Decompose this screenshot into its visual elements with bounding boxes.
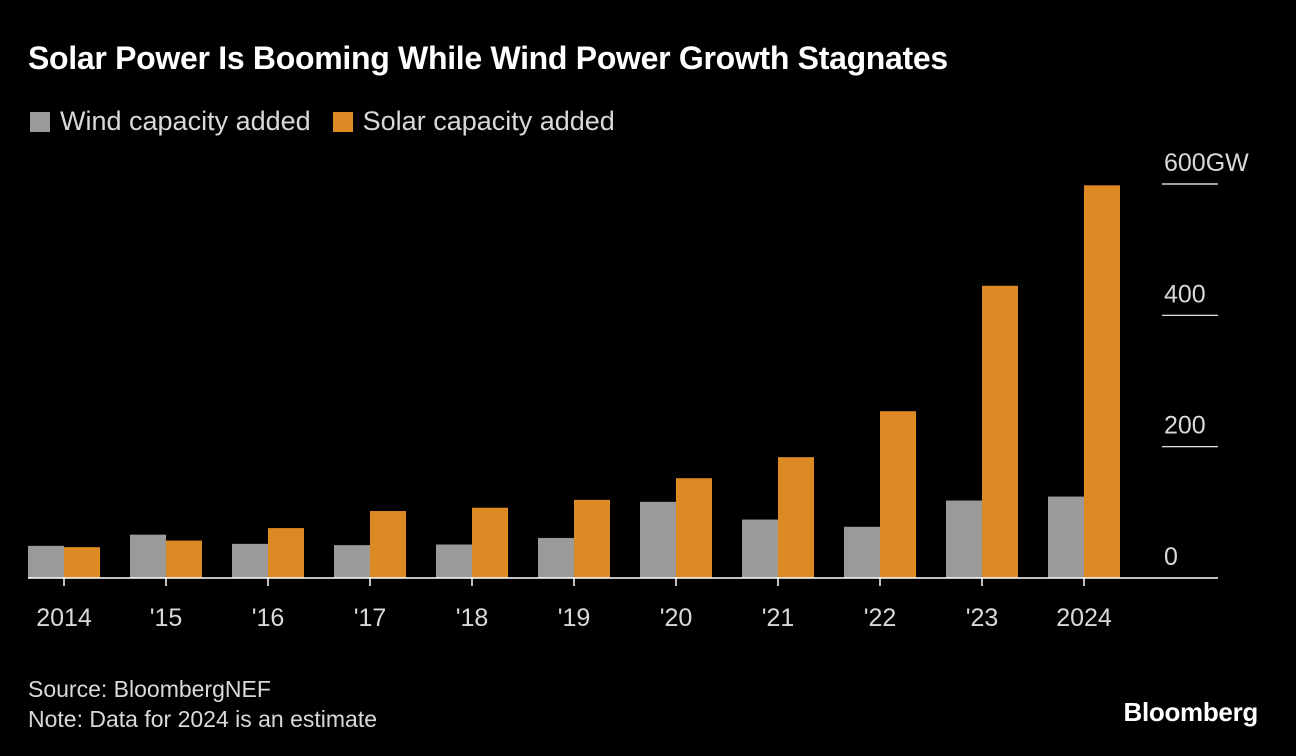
bar-solar-10 [1084,185,1120,578]
bar-solar-0 [64,547,100,578]
legend-label-wind: Wind capacity added [60,106,311,136]
bar-solar-3 [370,511,406,578]
bar-wind-7 [742,519,778,578]
bar-solar-7 [778,457,814,578]
source-note: Source: BloombergNEF [28,676,271,702]
legend-label-solar: Solar capacity added [362,106,615,136]
y-tick-label-2: 400 [1164,280,1206,308]
x-tick-label-3: '17 [354,604,387,632]
bar-solar-1 [166,540,202,578]
bar-wind-10 [1048,496,1084,578]
bar-solar-4 [472,507,508,578]
legend-swatch-solar [332,111,353,132]
x-tick-label-7: '21 [762,604,795,632]
x-tick-label-8: '22 [864,604,897,632]
bar-wind-3 [334,545,370,578]
bar-solar-8 [880,411,916,578]
x-tick-label-1: '15 [150,604,183,632]
bar-wind-2 [232,543,268,578]
x-tick-label-5: '19 [558,604,591,632]
y-tick-label-1: 200 [1164,412,1206,440]
chart-legend: Wind capacity added Solar capacity added [30,106,637,137]
bar-wind-4 [436,544,472,578]
bar-wind-8 [844,526,880,578]
y-tick-label-3: 600GW [1164,149,1249,177]
legend-swatch-wind [30,111,50,132]
chart-title: Solar Power Is Booming While Wind Power … [28,40,948,76]
x-tick-label-9: '23 [966,604,999,632]
y-tick-label-0: 0 [1164,543,1178,571]
x-tick-label-4: '18 [456,604,489,632]
bar-solar-2 [268,528,304,578]
x-tick-label-6: '20 [660,604,693,632]
bar-solar-6 [676,478,712,578]
legend-item-solar: Solar capacity added [332,106,615,137]
chart-footer: Source: BloombergNEF Note: Data for 2024… [28,674,377,734]
bloomberg-logo: Bloomberg [1123,697,1258,727]
bar-wind-6 [640,501,676,578]
x-tick-label-10: 2024 [1056,604,1112,632]
bar-wind-5 [538,537,574,578]
x-tick-label-0: 2014 [36,604,92,632]
x-tick-label-2: '16 [252,604,285,632]
bar-solar-9 [982,285,1018,578]
estimate-note: Note: Data for 2024 is an estimate [28,706,378,732]
bar-wind-1 [130,534,166,578]
bar-wind-9 [946,500,982,578]
legend-item-wind: Wind capacity added [30,106,311,137]
bar-solar-5 [574,499,610,578]
bar-wind-0 [28,545,64,578]
